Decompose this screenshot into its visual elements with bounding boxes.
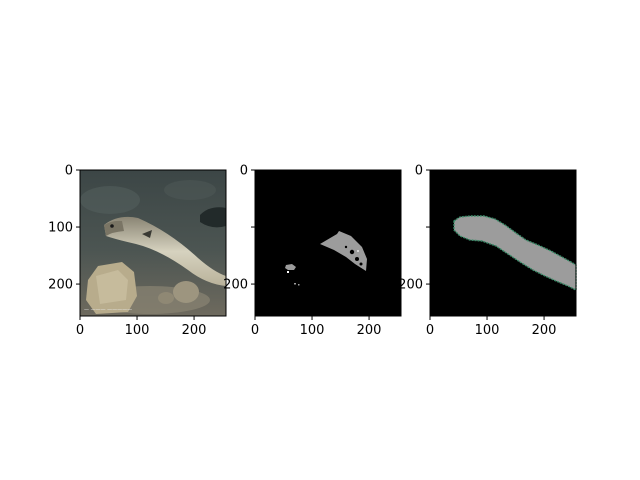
y-tick-label: 100 <box>48 221 73 236</box>
y-axis-2: 0 200 <box>398 164 430 293</box>
x-axis-2: 0 100 200 <box>426 316 557 338</box>
x-tick-label: 200 <box>532 323 557 338</box>
y-axis-1: 0 200 <box>223 164 255 293</box>
predicted-mask-image <box>255 170 401 316</box>
x-tick-label: 0 <box>426 323 434 338</box>
ground-truth-mask-image <box>430 170 577 316</box>
x-tick-label: 100 <box>475 323 500 338</box>
x-axis-0: 0 100 200 <box>76 316 207 338</box>
y-axis-0: 0 100 200 <box>48 164 80 293</box>
x-tick-label: 200 <box>182 323 207 338</box>
y-tick-label: 200 <box>48 278 73 293</box>
y-tick-label: 200 <box>223 278 248 293</box>
x-tick-label: 0 <box>251 323 259 338</box>
x-axis-1: 0 100 200 <box>251 316 382 338</box>
predicted-mask-panel: 0 100 200 0 200 <box>223 164 402 338</box>
ground-truth-mask-panel: 0 100 200 0 200 <box>398 164 577 338</box>
x-tick-label: 100 <box>300 323 325 338</box>
x-tick-label: 200 <box>357 323 382 338</box>
y-tick-label: 200 <box>398 278 423 293</box>
y-tick-label: 0 <box>240 164 248 179</box>
x-tick-label: 100 <box>125 323 150 338</box>
y-tick-label: 0 <box>415 164 423 179</box>
svg-text:— ——— —————: — ——— ————— <box>84 307 132 313</box>
y-tick-label: 0 <box>65 164 73 179</box>
eel-photo: — ——— ————— <box>80 170 226 316</box>
photo-panel: — ——— ————— 0 100 200 0 100 200 <box>48 164 227 338</box>
x-tick-label: 0 <box>76 323 84 338</box>
